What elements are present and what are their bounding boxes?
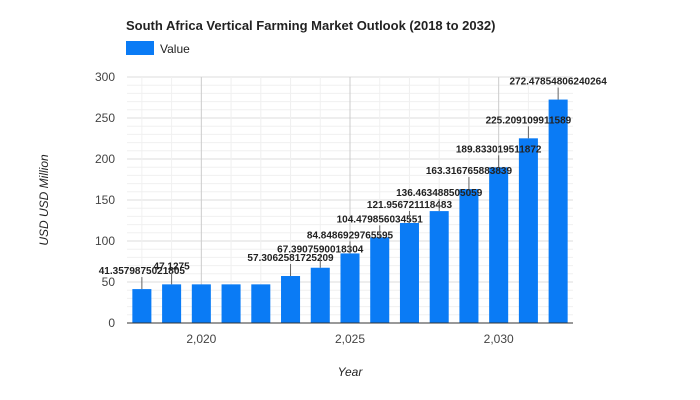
bar-2018[interactable] [132, 289, 152, 323]
bar-2019[interactable] [162, 284, 182, 323]
data-label-2018: 41.3579875021805 [99, 266, 186, 277]
legend[interactable]: Value [126, 41, 190, 56]
y-axis-title: USD USD Million [37, 154, 51, 246]
data-label-2019: 47.1275 [154, 261, 191, 272]
x-axis-title: Year [338, 365, 364, 379]
y-tick-label: 150 [95, 193, 115, 207]
bar-2030[interactable] [489, 167, 509, 323]
bar-2026[interactable] [370, 237, 390, 323]
data-label-2028: 136.463488505059 [396, 188, 483, 199]
data-label-2031: 225.209109911589 [486, 115, 572, 126]
legend-swatch [126, 41, 154, 55]
legend-label: Value [160, 42, 190, 56]
bar-2031[interactable] [518, 138, 538, 323]
bar-2023[interactable] [281, 276, 301, 323]
y-tick-label: 300 [95, 70, 115, 84]
data-label-2029: 163.316765883839 [426, 166, 513, 177]
x-tick-label: 2,030 [484, 332, 514, 346]
data-label-2027: 121.956721118483 [367, 200, 453, 211]
y-tick-label: 250 [95, 111, 115, 125]
y-tick-label: 200 [95, 152, 115, 166]
data-label-2026: 104.479856034551 [337, 214, 424, 225]
bar-2022[interactable] [251, 284, 271, 323]
data-label-2024: 67.3907590018304 [277, 245, 364, 256]
data-label-2030: 189.833019511872 [456, 144, 542, 155]
bar-2020[interactable] [191, 284, 211, 323]
bar-2029[interactable] [459, 189, 479, 323]
bar-2021[interactable] [221, 284, 241, 323]
y-tick-label: 50 [102, 275, 116, 289]
data-label-2023: 57.3062581725209 [247, 253, 334, 264]
bar-2032[interactable] [548, 99, 568, 323]
bars [132, 99, 568, 323]
x-tick-label: 2,025 [335, 332, 365, 346]
axes: 0 50 100 150 200 250 300 2,020 2,025 2,030 [95, 70, 573, 346]
bar-2028[interactable] [429, 211, 449, 323]
bar-2025[interactable] [340, 253, 360, 323]
y-tick-label: 100 [95, 234, 115, 248]
chart-title: South Africa Vertical Farming Market Out… [126, 18, 495, 33]
x-tick-label: 2,020 [186, 332, 216, 346]
data-label-2025: 84.8486929765595 [307, 230, 394, 241]
bar-2024[interactable] [310, 267, 330, 323]
data-label-2032: 272.47854806240264 [509, 77, 607, 88]
bar-2027[interactable] [399, 222, 419, 323]
y-tick-label: 0 [108, 316, 115, 330]
